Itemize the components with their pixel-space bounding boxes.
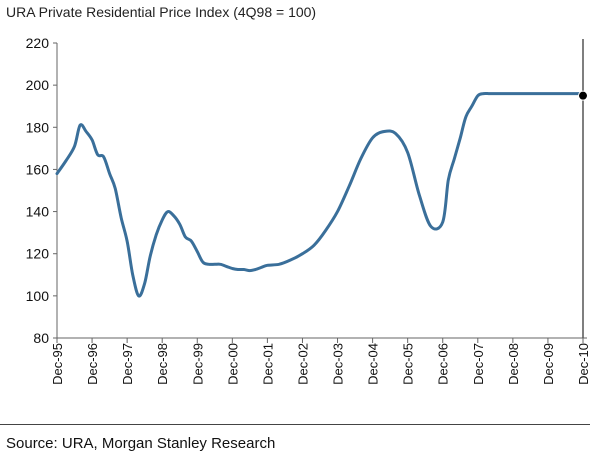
x-tick-label: Dec-10 xyxy=(576,343,590,385)
chart-title: URA Private Residential Price Index (4Q9… xyxy=(6,4,317,20)
x-tick-label: Dec-00 xyxy=(225,343,240,385)
y-tick-label: 180 xyxy=(26,119,50,135)
x-tick-label: Dec-04 xyxy=(366,343,381,385)
x-tick-label: Dec-06 xyxy=(436,343,451,385)
y-tick-label: 160 xyxy=(26,161,50,177)
marker-layer xyxy=(578,39,588,338)
y-tick-label: 120 xyxy=(26,246,50,262)
series-line-0 xyxy=(55,91,585,298)
y-tick-label: 140 xyxy=(26,204,50,220)
x-tick-label: Dec-03 xyxy=(331,343,346,385)
x-tick-label: Dec-98 xyxy=(155,343,170,385)
x-tick-label: Dec-95 xyxy=(50,343,65,385)
y-tick-label: 200 xyxy=(26,77,50,93)
y-axis-ticks: 80 100 120 140 160 180 200 220 xyxy=(26,35,57,346)
source-note: Source: URA, Morgan Stanley Research xyxy=(6,435,276,452)
x-tick-label: Dec-09 xyxy=(541,343,556,385)
source-divider xyxy=(0,424,590,425)
chart-axes xyxy=(56,43,587,339)
x-tick-label: Dec-01 xyxy=(260,343,275,385)
series-layer xyxy=(55,91,585,298)
x-tick-label: Dec-02 xyxy=(295,343,310,385)
x-tick-label: Dec-07 xyxy=(471,343,486,385)
x-axis-ticks: Dec-95 Dec-96 Dec-97 Dec-98 Dec-99 Dec-00 Dec-… xyxy=(50,338,590,385)
x-tick-label: Dec-05 xyxy=(401,343,416,385)
y-tick-label: 100 xyxy=(26,288,50,304)
x-tick-label: Dec-96 xyxy=(85,343,100,385)
current-value-point xyxy=(578,90,588,101)
x-tick-label: Dec-97 xyxy=(120,343,135,385)
x-tick-label: Dec-99 xyxy=(190,343,205,385)
x-tick-label: Dec-08 xyxy=(506,343,521,385)
y-tick-label: 80 xyxy=(33,330,49,346)
y-tick-label: 220 xyxy=(26,35,50,51)
